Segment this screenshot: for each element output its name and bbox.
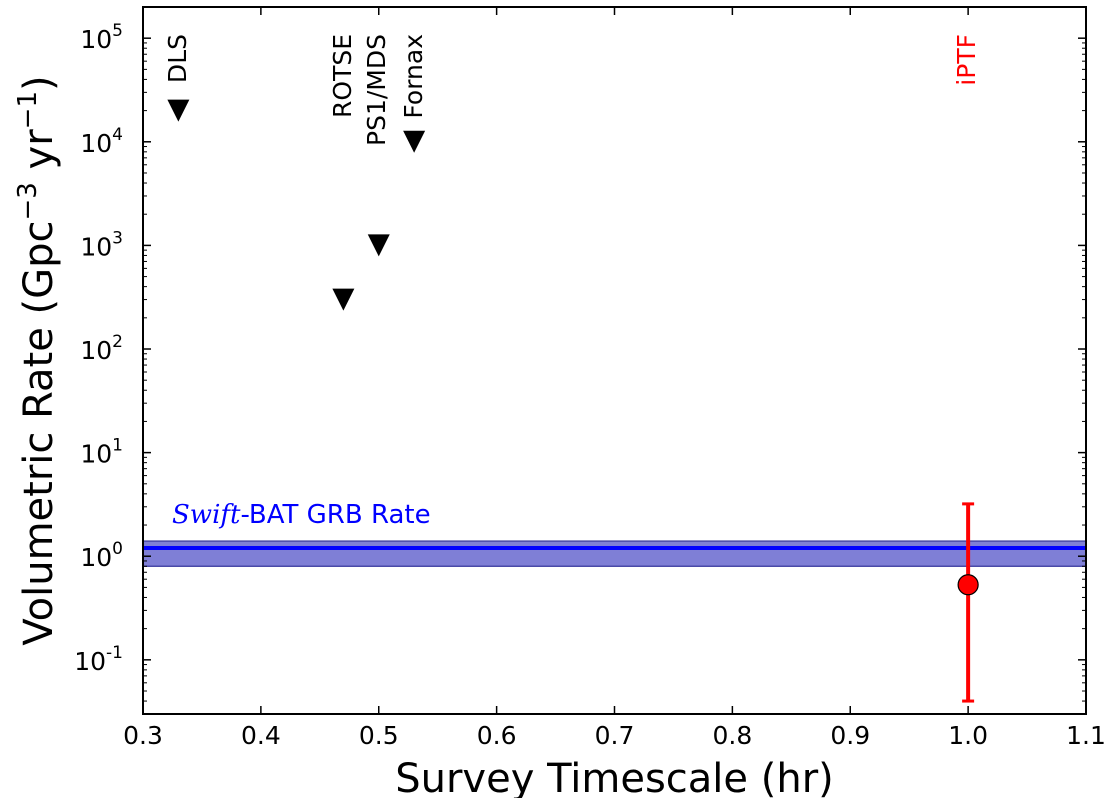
y-tick-label-base: 10	[80, 336, 112, 365]
upper-limit-marker	[167, 99, 190, 122]
x-tick-label: 0.4	[241, 721, 281, 750]
y-axis-label-end: )	[16, 75, 62, 91]
measurement-point	[957, 574, 979, 596]
x-tick-label: 0.3	[123, 721, 163, 750]
y-tick-label-exponent: 1	[112, 436, 123, 456]
y-tick-label: 105	[80, 21, 123, 54]
upper-limit-label: Fornax	[399, 34, 428, 119]
upper-limit-marker	[367, 234, 390, 257]
y-tick-label-base: 10	[80, 232, 112, 261]
y-tick-label-base: 10	[80, 440, 112, 469]
x-tick-label: 0.5	[359, 721, 399, 750]
y-tick-label: 100	[80, 539, 123, 572]
rate-band-label-rest: -BAT GRB Rate	[240, 500, 430, 530]
y-axis-label-mid: yr	[16, 129, 62, 182]
plot-frame	[142, 6, 1087, 715]
y-tick-label-base: 10	[80, 129, 112, 158]
upper-limit-label: ROTSE	[328, 34, 357, 118]
rate-band-fill	[143, 541, 1086, 567]
upper-limit-marker	[332, 288, 355, 311]
ticks-layer: 0.3 0.4 0.5 0.6 0.7 0.8 0.9 1.0 1.110-1100101102…	[74, 6, 1106, 750]
y-tick-label-exponent: 4	[112, 125, 123, 145]
x-tick-label: 0.6	[477, 721, 517, 750]
x-tick-label: 0.9	[830, 721, 870, 750]
x-tick-label: 1.0	[948, 721, 988, 750]
x-tick-label: 1.1	[1066, 721, 1106, 750]
y-tick-label-exponent: -1	[106, 643, 123, 663]
rate-band-layer: Swift-BAT GRB Rate	[143, 500, 1086, 568]
y-tick-label: 102	[80, 332, 123, 365]
y-tick-label-exponent: 2	[112, 332, 123, 352]
x-axis-label: Survey Timescale (hr)	[395, 756, 834, 798]
y-axis-label-sup1: −3	[13, 182, 43, 220]
y-tick-label-exponent: 3	[112, 228, 123, 248]
y-axis-label-part1: Volumetric Rate (Gpc	[16, 220, 62, 645]
y-tick-label: 10-1	[74, 643, 123, 676]
upper-limit-label: PS1/MDS	[362, 34, 391, 146]
y-axis-label: Volumetric Rate (Gpc−3 yr−1)	[13, 75, 62, 645]
rate-band-label: Swift-BAT GRB Rate	[172, 500, 431, 530]
y-tick-label-base: 10	[74, 647, 106, 676]
x-tick-label: 0.7	[595, 721, 635, 750]
rate-band-label-italic: Swift	[172, 500, 241, 530]
y-tick-label: 101	[80, 436, 123, 469]
y-tick-label-exponent: 0	[112, 539, 123, 559]
y-axis-label-sup2: −1	[13, 91, 43, 129]
y-tick-label: 103	[80, 228, 123, 261]
y-tick-label-base: 10	[80, 543, 112, 572]
x-tick-label: 0.8	[712, 721, 752, 750]
y-tick-label: 104	[80, 125, 123, 158]
measurement-label: iPTF	[952, 34, 981, 86]
y-tick-label-exponent: 5	[112, 21, 123, 41]
y-tick-label-base: 10	[80, 25, 112, 54]
upper-limit-label: DLS	[163, 34, 192, 83]
upper-limit-marker	[403, 130, 426, 153]
marks-layer: DLS ROTSE PS1/MDS Fornax iPTF	[163, 34, 981, 703]
